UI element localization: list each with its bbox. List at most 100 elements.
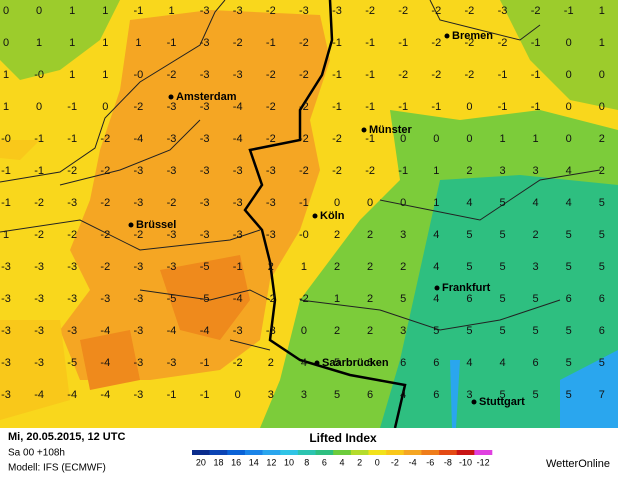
city-dot — [444, 33, 450, 39]
city-dot — [471, 399, 477, 405]
grid-value: 5 — [566, 357, 572, 369]
grid-value: -3 — [167, 133, 177, 145]
city-dot — [314, 360, 320, 366]
city-dot — [312, 213, 318, 219]
city-dot — [168, 94, 174, 100]
grid-value: -3 — [200, 197, 210, 209]
grid-value: -2 — [465, 5, 475, 17]
grid-value: -3 — [1, 261, 11, 273]
legend-swatch — [386, 450, 405, 455]
grid-value: -2 — [233, 37, 243, 49]
grid-value: 4 — [566, 165, 572, 177]
grid-value: -3 — [67, 325, 77, 337]
grid-value: -3 — [1, 325, 11, 337]
grid-value: 2 — [334, 325, 340, 337]
grid-value: -1 — [531, 101, 541, 113]
grid-value: -3 — [498, 5, 508, 17]
grid-value: -2 — [100, 133, 110, 145]
legend-label: -10 — [459, 457, 472, 467]
grid-value: -2 — [431, 5, 441, 17]
grid-value: -3 — [233, 325, 243, 337]
grid-value: -2 — [465, 69, 475, 81]
grid-value: 0 — [566, 37, 572, 49]
grid-value: -2 — [266, 5, 276, 17]
grid-value: -3 — [134, 165, 144, 177]
grid-value: -1 — [1, 197, 11, 209]
grid-value: -2 — [167, 197, 177, 209]
grid-value: -1 — [531, 69, 541, 81]
grid-value: 5 — [334, 357, 340, 369]
grid-value: 4 — [301, 357, 307, 369]
grid-value: 4 — [433, 293, 439, 305]
grid-value: 4 — [466, 197, 472, 209]
grid-value: 6 — [400, 357, 406, 369]
grid-value: 1 — [3, 69, 9, 81]
grid-value: -1 — [365, 133, 375, 145]
grid-value: -3 — [167, 165, 177, 177]
grid-value: -2 — [398, 69, 408, 81]
grid-value: -4 — [200, 325, 210, 337]
grid-value: 5 — [499, 229, 505, 241]
city-label: Amsterdam — [176, 91, 237, 103]
grid-value: 3 — [533, 261, 539, 273]
grid-value: 1 — [599, 37, 605, 49]
legend-swatch — [244, 450, 263, 455]
grid-value: 1 — [3, 229, 9, 241]
grid-value: 5 — [334, 389, 340, 401]
legend-swatch — [209, 450, 228, 455]
grid-value: -2 — [266, 69, 276, 81]
grid-value: -2 — [299, 293, 309, 305]
grid-value: -3 — [34, 357, 44, 369]
grid-value: 0 — [36, 5, 42, 17]
grid-value: 5 — [566, 261, 572, 273]
grid-value: -4 — [100, 325, 110, 337]
city-label: Münster — [369, 124, 413, 136]
grid-value: 5 — [599, 357, 605, 369]
grid-value: 3 — [400, 325, 406, 337]
grid-value: -4 — [233, 293, 243, 305]
date: Mi, 20.05.2015, 12 UTC — [8, 431, 125, 443]
grid-value: -3 — [134, 325, 144, 337]
grid-value: -2 — [233, 357, 243, 369]
grid-value: 1 — [3, 101, 9, 113]
grid-value: -2 — [365, 5, 375, 17]
grid-value: -2 — [134, 101, 144, 113]
grid-value: -3 — [1, 293, 11, 305]
grid-value: -0 — [299, 229, 309, 241]
grid-value: -1 — [398, 101, 408, 113]
city-dot — [434, 285, 440, 291]
grid-value: 1 — [533, 133, 539, 145]
grid-value: -1 — [332, 69, 342, 81]
grid-value: -5 — [67, 357, 77, 369]
city-label: Saarbrücken — [322, 357, 389, 369]
grid-value: 3 — [301, 389, 307, 401]
grid-value: 2 — [367, 293, 373, 305]
grid-value: 7 — [599, 389, 605, 401]
grid-value: 3 — [499, 165, 505, 177]
legend-label: -6 — [426, 457, 434, 467]
legend-label: -12 — [477, 457, 490, 467]
grid-value: -3 — [134, 389, 144, 401]
legend-label: -8 — [444, 457, 452, 467]
grid-value: -1 — [134, 5, 144, 17]
grid-value: 5 — [599, 197, 605, 209]
grid-value: -1 — [332, 37, 342, 49]
grid-value: -1 — [398, 37, 408, 49]
grid-value: -3 — [266, 165, 276, 177]
grid-value: 0 — [301, 325, 307, 337]
grid-value: -2 — [299, 101, 309, 113]
grid-value: -3 — [233, 69, 243, 81]
grid-value: 2 — [367, 325, 373, 337]
run: Sa 00 +108h — [8, 448, 65, 459]
grid-value: 2 — [367, 229, 373, 241]
grid-value: -3 — [332, 5, 342, 17]
grid-value: -5 — [200, 261, 210, 273]
grid-value: -1 — [266, 37, 276, 49]
grid-value: -2 — [67, 165, 77, 177]
grid-value: -3 — [200, 69, 210, 81]
legend-swatch — [368, 450, 387, 455]
grid-value: -3 — [167, 357, 177, 369]
grid-value: -2 — [266, 101, 276, 113]
grid-value: 0 — [566, 101, 572, 113]
grid-value: -4 — [100, 389, 110, 401]
